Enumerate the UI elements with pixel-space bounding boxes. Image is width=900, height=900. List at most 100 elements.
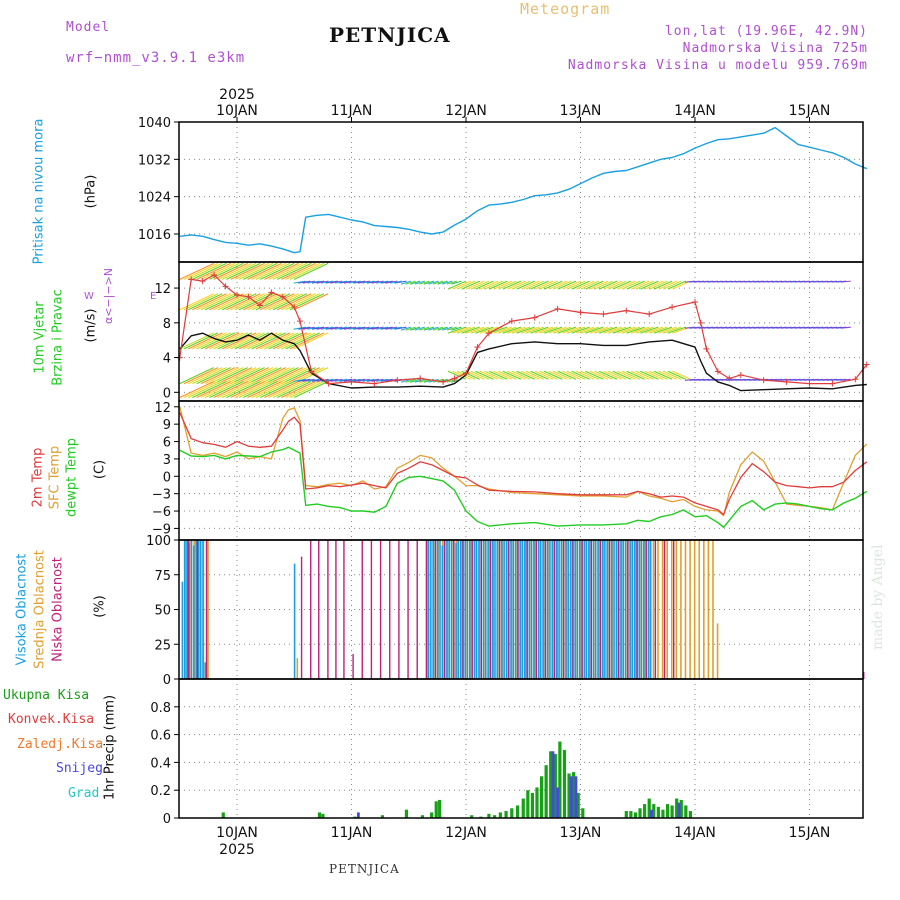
wind-arrow [187,381,223,399]
wind-arrow [840,326,851,329]
wind-arrow [302,280,315,284]
wind-arrow [276,262,312,280]
high-cloud-bar [640,540,643,679]
precip-bar [434,801,438,818]
wind-arrow [389,280,402,284]
precip-bar [493,815,497,818]
gust-marker [623,307,630,314]
wind-arrow [493,326,512,334]
wind-arrow [307,326,320,330]
high-cloud-bar [649,540,652,679]
low-cloud-bar [318,540,320,679]
ytick-label-1-0: 0 [163,386,171,401]
wind-arrow [617,280,636,290]
wind-arrow [264,262,299,280]
wind-arrow [394,326,407,330]
low-cloud-bar [480,540,483,679]
wind-arrow [461,370,480,380]
wind-arrow [192,367,227,385]
wind-arrow [260,332,295,350]
wind-arrow [617,326,636,334]
wind-arrow [302,326,315,330]
high-cloud-bar [556,540,558,679]
high-cloud-bar [560,540,563,679]
gust-marker [485,330,492,337]
high-cloud-bar [574,540,576,679]
wind-arrow [234,332,270,350]
precip-bar [562,749,567,818]
wind-arrow [470,370,490,380]
wind-arrow [423,280,435,285]
gust-marker [234,292,240,299]
wind-arrow [243,293,278,311]
wind-arrow [307,280,320,284]
gust-marker [760,377,767,384]
ytick-label-3-1: 25 [154,638,171,653]
low-cloud-bar [489,540,492,679]
wind-arrow [539,370,558,380]
high-cloud-bar [578,540,581,679]
wind-arrow [247,381,282,399]
high-cloud-bar [505,540,508,679]
precip-bar [567,773,571,818]
precip-bar [221,812,225,818]
ytick-label-2-2: −3 [152,488,171,503]
low-cloud-bar [618,540,620,679]
wind-arrow [644,370,664,380]
high-cloud-bar [491,540,494,679]
wind-arrow [534,280,554,290]
wind-arrow [585,280,604,290]
gust-marker [256,302,263,309]
wind-arrow [260,262,295,280]
high-cloud-bar [610,540,613,679]
wind-arrow [330,378,343,382]
wind-arrow [451,280,462,285]
dewpt-temp-line [179,446,868,528]
wind-arrow [196,262,231,280]
high-cloud-bar [604,540,606,679]
precip-bar [544,765,548,818]
wind-arrow [192,293,227,311]
gust-marker [531,314,538,321]
precip-bar [688,811,693,818]
low-cloud-bar [590,540,592,679]
wind-arrow [414,280,425,285]
wind-arrow [353,378,366,382]
wind-arrow [447,326,467,334]
xtick-bottom-3: 13JAN [560,825,602,841]
ytick-label-2-3: 0 [163,470,171,485]
wind-arrow [247,262,282,280]
high-cloud-bar [446,540,448,679]
wind-arrow [311,326,325,330]
wind-arrow [585,370,604,380]
low-cloud-bar [608,540,611,679]
wind-arrow [580,370,600,380]
wind-arrow [479,370,499,380]
high-cloud-bar [622,540,625,679]
wind-arrow [238,367,274,385]
high-cloud-bar [487,540,489,679]
wind-arrow [410,280,421,285]
high-cloud-bar [293,563,296,679]
precip-bar [675,798,679,818]
wind-arrow [213,367,248,385]
ytick-label-4-0: 0 [163,812,171,827]
ytick-label-4-3: 0.6 [150,729,171,744]
wind-arrow [209,367,244,385]
gust-marker [554,305,561,312]
wind-arrow [667,280,687,290]
wind-arrow [196,293,231,311]
xtick-bottom-4: 14JAN [674,825,716,841]
gust-marker [646,311,653,318]
ytick-label-2-5: 6 [163,436,171,451]
wind-arrow [498,370,517,380]
high-cloud-bar [583,540,586,679]
wind-arrow [192,262,227,280]
high-cloud-bar [533,540,535,679]
wind-arrow [493,370,513,380]
wind-arrow [192,381,227,399]
mid-cloud-bar [675,540,678,679]
mid-cloud-bar [684,540,687,679]
wind-arrow [603,370,622,380]
